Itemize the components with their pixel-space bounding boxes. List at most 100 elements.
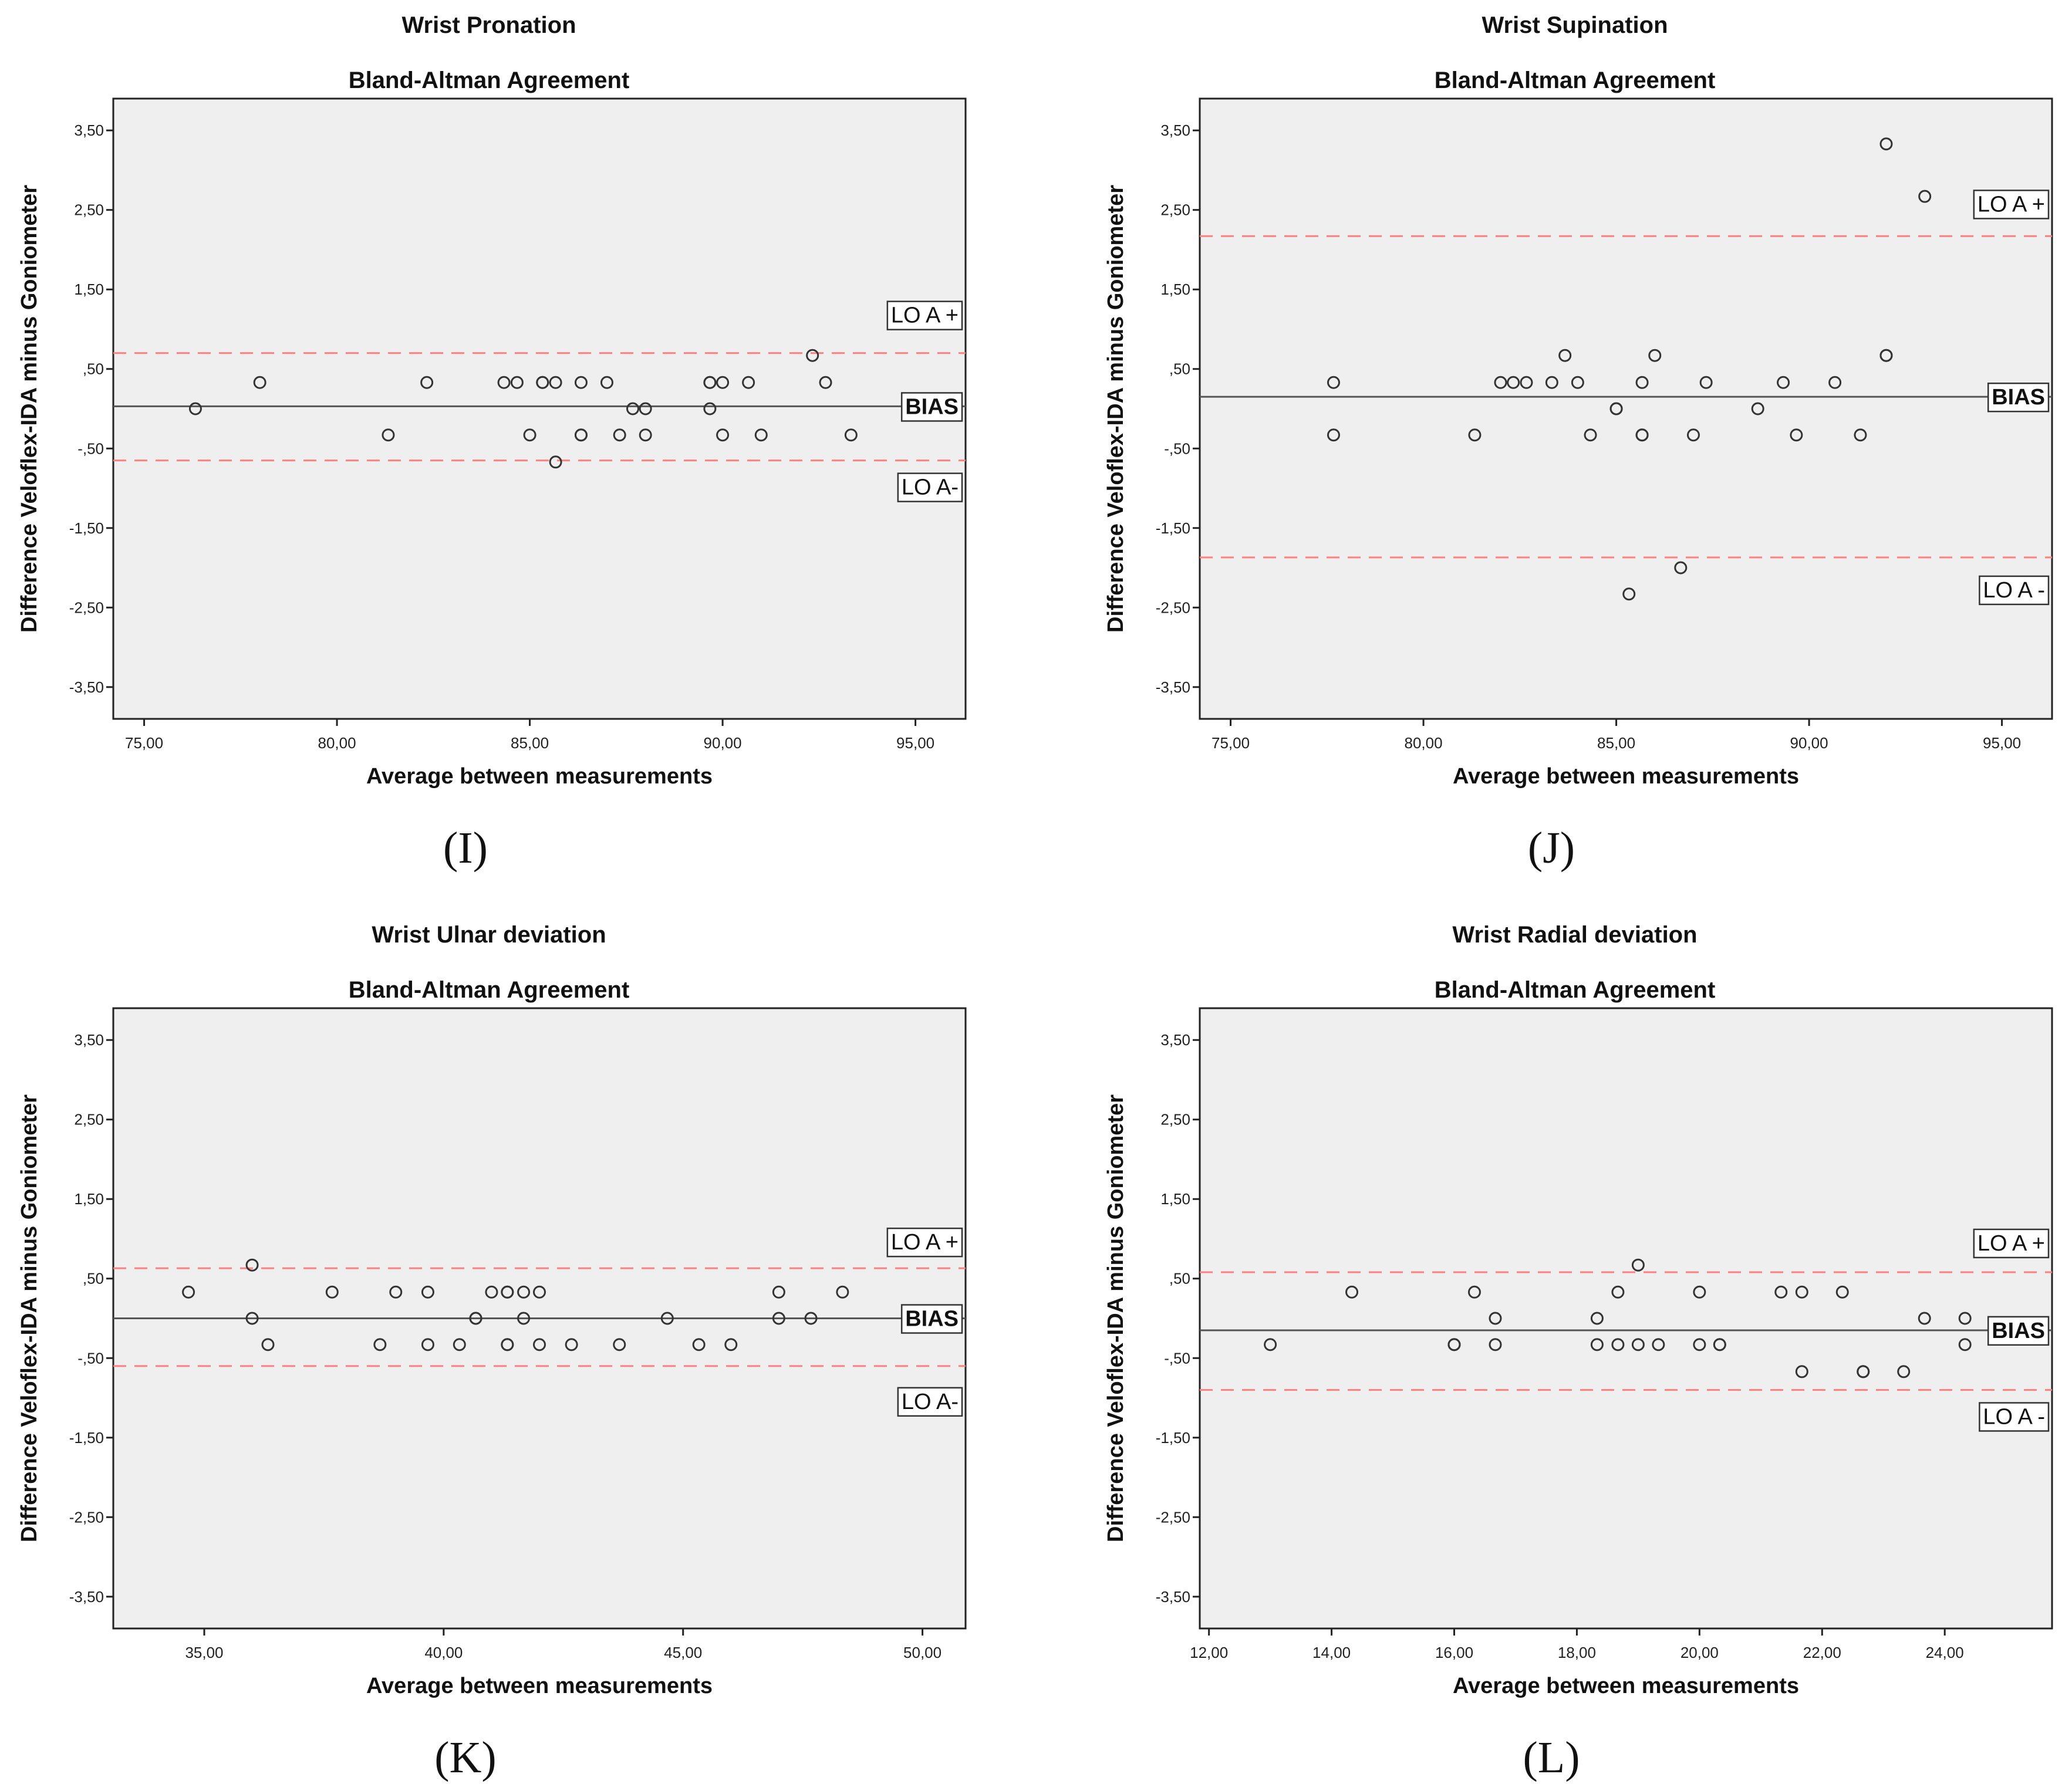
y-tick-label: 3,50 [74, 1031, 104, 1049]
data-point [1777, 376, 1790, 389]
chart-subtitle: Bland-Altman Agreement [1435, 977, 1716, 1003]
loa-lower-annotation-text: LO A- [902, 1390, 959, 1414]
x-tick-label: 40,00 [424, 1644, 463, 1661]
data-point [1327, 376, 1340, 389]
data-point [613, 428, 626, 442]
data-point [1590, 1312, 1604, 1325]
panel-label: (K) [434, 1733, 497, 1782]
loa-upper-annotation: LO A + [1973, 190, 2050, 219]
data-point [639, 402, 652, 415]
plot-area [112, 97, 967, 720]
loa-upper-annotation: LO A + [1973, 1228, 2050, 1259]
data-point [1327, 428, 1340, 442]
data-point [245, 1312, 259, 1325]
y-tick-label: ,50 [83, 360, 104, 378]
data-point [600, 376, 613, 389]
data-point [1828, 376, 1842, 389]
loa-upper-annotation-text: LO A + [1977, 1231, 2045, 1256]
data-point [806, 349, 819, 362]
loa-upper-annotation-text: LO A + [891, 303, 959, 328]
y-axis-label: Difference Veloflex-IDA minus Goniometer [17, 1094, 42, 1542]
x-tick-label: 90,00 [1790, 734, 1828, 752]
data-point [549, 455, 562, 469]
data-point [421, 1338, 434, 1351]
x-axis-label: Average between measurements [1453, 764, 1799, 789]
y-tick-label: -3,50 [69, 1588, 104, 1606]
data-point [373, 1338, 387, 1351]
data-point [613, 1338, 626, 1351]
data-point [1494, 376, 1507, 389]
data-point [188, 402, 202, 415]
loa-lower-annotation: LO A - [1979, 1402, 2050, 1432]
x-tick-label: 95,00 [896, 734, 934, 752]
y-tick-label: ,50 [1169, 360, 1190, 378]
bias-annotation-text: BIAS [1992, 385, 2045, 410]
data-point [517, 1285, 531, 1299]
data-point [382, 428, 395, 442]
data-point [1489, 1338, 1502, 1351]
x-tick-label: 45,00 [664, 1644, 702, 1661]
chart-panel-2: Wrist Ulnar deviation Bland-Altman Agreem… [17, 922, 967, 1782]
loa-upper-annotation-text: LO A + [891, 1230, 959, 1255]
data-point [1686, 428, 1700, 442]
plot-area [1199, 97, 2053, 720]
data-point [1489, 1312, 1502, 1325]
bias-annotation-box [1987, 382, 2050, 413]
x-tick-label: 80,00 [318, 734, 356, 752]
data-point [1622, 587, 1636, 601]
data-point [1879, 137, 1893, 151]
data-point [453, 1338, 466, 1351]
y-axis-label: Difference Veloflex-IDA minus Goniometer [17, 185, 42, 633]
x-tick-label: 80,00 [1405, 734, 1443, 752]
data-point [501, 1338, 514, 1351]
plot-area [1199, 1007, 2053, 1630]
data-point [549, 376, 562, 389]
data-point [692, 1338, 706, 1351]
data-point [1584, 428, 1597, 442]
y-tick-label: -,50 [1164, 440, 1190, 457]
data-point [716, 376, 730, 389]
panel-label: (I) [443, 823, 488, 873]
data-point [1918, 1312, 1931, 1325]
chart-panel-3: Wrist Radial deviation Bland-Altman Agree… [1104, 922, 2053, 1782]
loa-lower-annotation-text: LO A- [902, 475, 959, 500]
data-point [1468, 428, 1482, 442]
data-point [1507, 376, 1520, 389]
x-tick-label: 12,00 [1190, 1644, 1228, 1661]
x-tick-label: 20,00 [1680, 1644, 1719, 1661]
loa-upper-annotation-box [886, 300, 963, 330]
loa-upper-annotation-box [1973, 190, 2050, 219]
data-point [1879, 349, 1893, 362]
data-point [1611, 1338, 1625, 1351]
bias-annotation-text: BIAS [905, 1307, 959, 1332]
data-point [574, 376, 588, 389]
y-tick-label: 1,50 [1160, 1190, 1190, 1208]
data-point [1545, 376, 1558, 389]
data-point [253, 376, 266, 389]
loa-lower-annotation-box [1979, 1402, 2050, 1432]
x-tick-label: 22,00 [1803, 1644, 1841, 1661]
data-point [772, 1285, 785, 1299]
loa-upper-annotation-text: LO A + [1977, 192, 2045, 217]
y-tick-label: -,50 [77, 1349, 104, 1367]
data-point [517, 1312, 531, 1325]
loa-upper-annotation: LO A + [886, 300, 963, 330]
y-tick-label: -,50 [77, 440, 104, 457]
data-point [469, 1312, 482, 1325]
y-tick-label: 2,50 [1160, 201, 1190, 219]
x-tick-label: 85,00 [1597, 734, 1635, 752]
data-point [844, 428, 858, 442]
data-point [1652, 1338, 1665, 1351]
data-point [1631, 1258, 1645, 1272]
data-point [660, 1312, 674, 1325]
y-tick-label: 3,50 [1160, 121, 1190, 139]
data-point [703, 402, 717, 415]
y-tick-label: 3,50 [1160, 1031, 1190, 1049]
y-tick-label: 1,50 [74, 1190, 104, 1208]
y-tick-label: -3,50 [1156, 1588, 1190, 1606]
data-point [261, 1338, 275, 1351]
chart-title: Wrist Supination [1482, 12, 1668, 38]
loa-lower-annotation-box [897, 1387, 963, 1417]
y-tick-label: ,50 [1169, 1270, 1190, 1288]
data-point [182, 1285, 195, 1299]
